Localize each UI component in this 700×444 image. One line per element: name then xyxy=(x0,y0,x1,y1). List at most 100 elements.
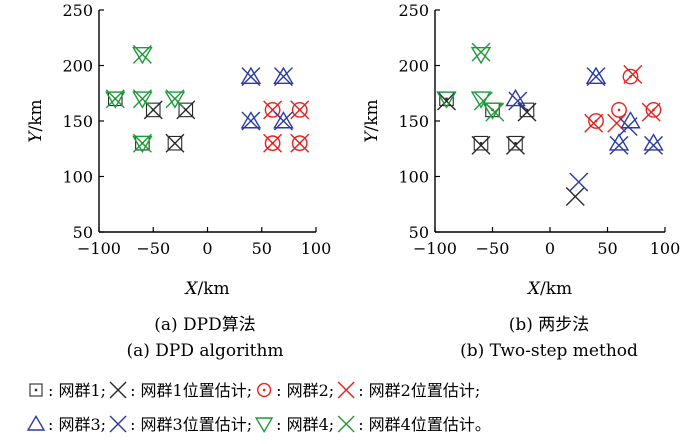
data-point-stroke-b xyxy=(437,91,456,111)
data-point xyxy=(473,135,489,151)
data-point xyxy=(585,66,607,85)
data-point xyxy=(132,135,153,154)
data-point xyxy=(273,111,294,129)
data-point-ring xyxy=(291,102,308,118)
data-point-stroke-b xyxy=(584,113,604,133)
data-point xyxy=(290,100,310,120)
data-point xyxy=(436,91,457,109)
x-tick-label: −100 xyxy=(77,239,121,258)
data-point-stroke-b xyxy=(641,102,661,122)
data-point xyxy=(485,102,505,122)
data-point-ring xyxy=(622,68,639,85)
caption-en: (a) DPD algorithm xyxy=(126,341,283,361)
series-x-group1 xyxy=(437,91,585,206)
data-point xyxy=(608,133,630,151)
data-point-dot xyxy=(525,108,529,112)
data-point-box xyxy=(473,135,489,151)
data-point-box xyxy=(167,135,183,151)
legend-marker xyxy=(337,415,355,433)
data-point-stroke-b xyxy=(471,135,491,155)
x-tick-label: −50 xyxy=(136,239,170,258)
legend-marker-dot xyxy=(34,388,38,392)
data-point xyxy=(508,135,523,151)
data-point xyxy=(240,111,262,129)
data-point xyxy=(273,66,294,85)
data-point-box xyxy=(145,102,161,118)
x-tick-label: 50 xyxy=(597,239,617,258)
x-axis-unit: /km xyxy=(197,279,229,299)
data-point xyxy=(586,67,606,87)
series-x-group3 xyxy=(241,67,293,131)
data-point-stroke-b xyxy=(644,135,663,155)
data-point xyxy=(471,42,491,62)
data-point-stroke-b xyxy=(508,91,528,111)
data-point-stroke-b xyxy=(132,89,152,109)
data-point-stroke-b xyxy=(473,91,493,111)
y-tick-label: 150 xyxy=(398,112,429,131)
data-point-ring xyxy=(645,102,662,118)
series-square-group1 xyxy=(439,91,535,151)
x-tick-label: −100 xyxy=(413,239,457,258)
data-point-stroke-b xyxy=(241,111,261,131)
y-tick-label: 200 xyxy=(398,57,429,76)
data-point-stroke-b xyxy=(609,135,629,155)
legend-marker xyxy=(254,417,274,433)
y-tick-label: 100 xyxy=(398,168,429,187)
y-axis-unit: /km xyxy=(26,99,46,131)
data-point-stroke-b xyxy=(263,100,283,120)
data-point xyxy=(609,135,629,155)
y-tick-label: 50 xyxy=(409,223,429,242)
data-point-dot xyxy=(445,97,448,100)
legend-marker-stroke-b xyxy=(109,415,127,433)
data-point-stroke-b xyxy=(565,186,585,206)
y-tick-label: 200 xyxy=(62,57,93,76)
data-point-stroke-b xyxy=(290,133,310,153)
y-tick-label: 250 xyxy=(62,1,93,20)
data-point-ring xyxy=(291,135,308,152)
x-axis-unit: /km xyxy=(540,279,572,299)
data-point-stroke-b xyxy=(471,42,491,62)
data-point xyxy=(105,91,126,109)
data-point xyxy=(240,66,262,85)
x-tick-label: 0 xyxy=(202,239,212,258)
data-point xyxy=(132,46,153,65)
legend-marker-ring xyxy=(257,382,272,398)
data-point xyxy=(241,67,261,87)
legend-label: : 网群1位置估计; xyxy=(130,381,252,400)
x-axis-title: X/km xyxy=(183,279,229,299)
legend-label: : 网群4; xyxy=(276,415,334,434)
x-axis-var: X xyxy=(526,279,541,299)
x-tick-label: 0 xyxy=(545,239,555,258)
data-point xyxy=(273,67,293,87)
data-point-stroke-b xyxy=(132,133,152,153)
data-point xyxy=(165,89,185,109)
legend-marker-stroke-b xyxy=(337,415,355,433)
legend-label: : 网群2位置估计; xyxy=(358,381,480,400)
series-x-group4 xyxy=(471,42,505,122)
data-point-ring xyxy=(264,102,281,118)
data-point xyxy=(508,91,528,111)
caption-cn: (a) DPD算法 xyxy=(154,315,256,335)
series-x-group3 xyxy=(508,67,663,192)
legend-marker-dot xyxy=(262,388,266,392)
x-tick-label: 100 xyxy=(650,239,681,258)
data-point xyxy=(132,133,152,153)
data-point-stroke-b xyxy=(241,67,261,87)
data-point-box xyxy=(178,102,194,118)
data-point xyxy=(506,135,525,155)
data-point xyxy=(623,64,643,84)
data-point xyxy=(569,172,589,192)
data-point-stroke-b xyxy=(143,100,163,120)
data-point-dot xyxy=(514,142,517,145)
data-point-stroke-b xyxy=(290,100,310,120)
series-x-group4 xyxy=(105,44,185,153)
data-point xyxy=(470,46,492,65)
data-point xyxy=(132,89,152,109)
data-point xyxy=(263,133,283,153)
series-circle-group2 xyxy=(588,68,662,129)
data-point-stroke-b xyxy=(165,89,185,109)
data-point xyxy=(641,102,661,122)
legend-marker xyxy=(26,415,46,431)
